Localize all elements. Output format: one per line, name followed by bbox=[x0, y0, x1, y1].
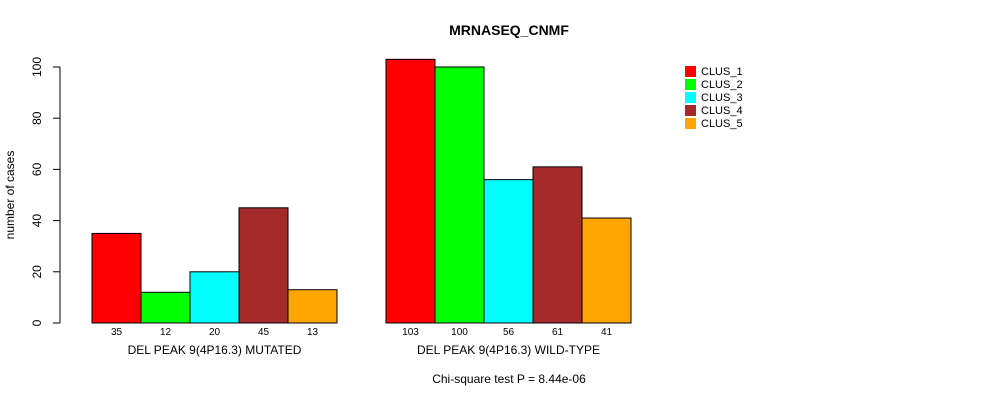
bar-clus-3-group-2 bbox=[483, 179, 534, 324]
bar-count-label: 20 bbox=[209, 327, 221, 338]
bar-clus-4-group-1 bbox=[238, 207, 289, 324]
bar-clus-5-group-1 bbox=[287, 289, 338, 324]
bar-count-label: 45 bbox=[258, 327, 270, 338]
bar-count-label: 100 bbox=[451, 327, 468, 338]
legend-label-5: CLUS_5 bbox=[701, 118, 743, 130]
legend-label-2: CLUS_2 bbox=[701, 79, 743, 91]
bar-count-label: 56 bbox=[503, 327, 515, 338]
legend-swatch-5 bbox=[685, 118, 696, 129]
y-tick-label: 20 bbox=[30, 265, 44, 279]
bars bbox=[91, 58, 632, 324]
group-labels: DEL PEAK 9(4P16.3) MUTATED DEL PEAK 9(4P1… bbox=[128, 343, 600, 357]
legend-swatch-3 bbox=[685, 92, 696, 103]
chi-square-footnote: Chi-square test P = 8.44e-06 bbox=[432, 372, 586, 386]
y-axis-label: number of cases bbox=[3, 151, 17, 240]
bar-clus-1-group-2 bbox=[385, 58, 436, 324]
bar-count-label: 61 bbox=[552, 327, 564, 338]
bar-count-label: 13 bbox=[307, 327, 319, 338]
bar-clus-3-group-1 bbox=[189, 271, 240, 324]
group-label-2: DEL PEAK 9(4P16.3) WILD-TYPE bbox=[417, 343, 600, 357]
bar-clus-2-group-1 bbox=[140, 291, 191, 324]
group-label-1: DEL PEAK 9(4P16.3) MUTATED bbox=[128, 343, 302, 357]
bar-count-label: 103 bbox=[402, 327, 419, 338]
legend-label-3: CLUS_3 bbox=[701, 92, 743, 104]
bar-clus-4-group-2 bbox=[532, 166, 583, 324]
legend-label-4: CLUS_4 bbox=[701, 105, 743, 117]
y-tick-label: 40 bbox=[30, 214, 44, 228]
bar-clus-2-group-2 bbox=[434, 66, 485, 324]
bar-count-label: 41 bbox=[601, 327, 613, 338]
bar-count-label: 12 bbox=[160, 327, 172, 338]
legend-swatch-4 bbox=[685, 105, 696, 116]
bar-clus-5-group-2 bbox=[581, 217, 632, 324]
bar-clus-1-group-1 bbox=[91, 232, 142, 324]
y-axis: 0 20 40 60 80 100 bbox=[30, 57, 61, 326]
y-tick-label: 80 bbox=[30, 111, 44, 125]
chart-title: MRNASEQ_CNMF bbox=[449, 22, 569, 38]
y-tick-label: 100 bbox=[30, 57, 44, 77]
legend-label-1: CLUS_1 bbox=[701, 66, 743, 78]
legend-swatch-1 bbox=[685, 66, 696, 77]
legend-swatch-2 bbox=[685, 79, 696, 90]
bar-count-labels: 35 12 20 45 13 103 100 56 61 41 bbox=[111, 327, 613, 338]
y-tick-label: 60 bbox=[30, 162, 44, 176]
y-tick-label: 0 bbox=[30, 319, 44, 326]
bar-count-label: 35 bbox=[111, 327, 123, 338]
